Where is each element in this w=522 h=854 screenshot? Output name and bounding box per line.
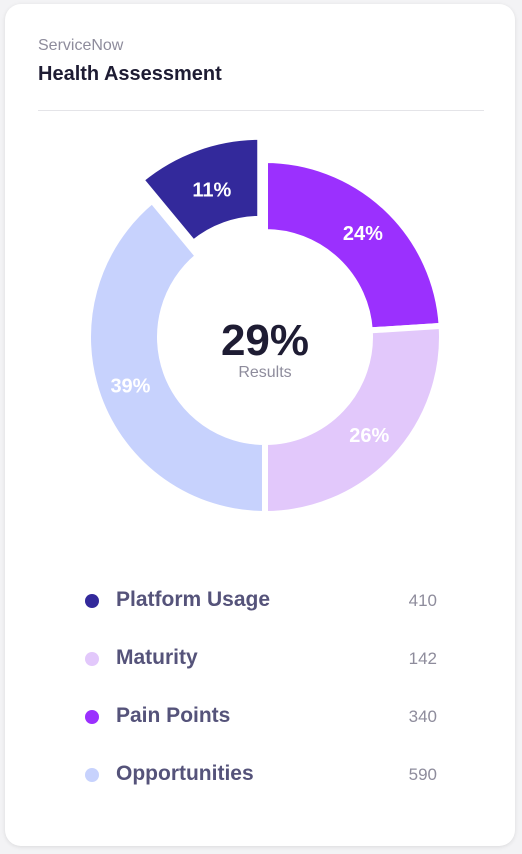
legend-label-opportunities: Opportunities <box>116 762 254 785</box>
donut-slice-platform-usage <box>138 133 264 246</box>
legend-dot-pain-points <box>85 710 99 724</box>
legend-item-platform-usage: Platform Usage 410 <box>5 586 515 616</box>
card-title: Health Assessment <box>38 63 222 85</box>
legend-dot-maturity <box>85 652 99 666</box>
slice-label-maturity: 26% <box>349 425 389 447</box>
legend-dot-opportunities <box>85 768 99 782</box>
legend-label-maturity: Maturity <box>116 646 198 669</box>
legend-dot-platform-usage <box>85 594 99 608</box>
donut-slice-opportunities <box>85 197 268 517</box>
legend-value-pain-points: 340 <box>408 707 437 726</box>
donut-slice-maturity <box>262 322 445 517</box>
center-value: 29% <box>221 316 309 365</box>
legend-label-pain-points: Pain Points <box>116 704 231 727</box>
donut-chart: 24% 26% 39% 11% 29% Results <box>85 133 445 517</box>
legend-value-opportunities: 590 <box>408 765 437 784</box>
slice-label-platform-usage: 11% <box>192 179 231 201</box>
card-subtitle: ServiceNow <box>38 37 124 54</box>
legend-item-maturity: Maturity 142 <box>5 644 515 674</box>
center-label: Results <box>238 364 291 381</box>
legend-item-opportunities: Opportunities 590 <box>5 760 515 790</box>
legend-item-pain-points: Pain Points 340 <box>5 702 515 732</box>
assessment-card: ServiceNow Health Assessment 24% 26% 39% 11… <box>5 4 515 846</box>
donut-slices <box>85 133 445 517</box>
header-divider <box>38 110 484 111</box>
legend-label-platform-usage: Platform Usage <box>116 588 271 611</box>
donut-slice-pain-points <box>262 157 445 334</box>
slice-label-opportunities: 39% <box>110 375 150 397</box>
legend-value-maturity: 142 <box>408 649 437 668</box>
slice-label-pain-points: 24% <box>343 223 383 245</box>
donut-slice-labels: 24% 26% 39% 11% <box>110 179 389 447</box>
legend-value-platform-usage: 410 <box>408 591 437 610</box>
